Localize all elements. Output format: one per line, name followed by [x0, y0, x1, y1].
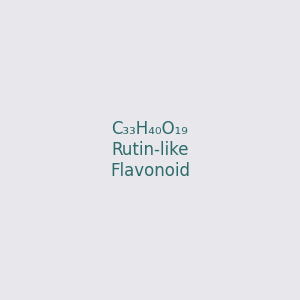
Text: C₃₃H₄₀O₁₉
Rutin-like
Flavonoid: C₃₃H₄₀O₁₉ Rutin-like Flavonoid: [110, 120, 190, 180]
